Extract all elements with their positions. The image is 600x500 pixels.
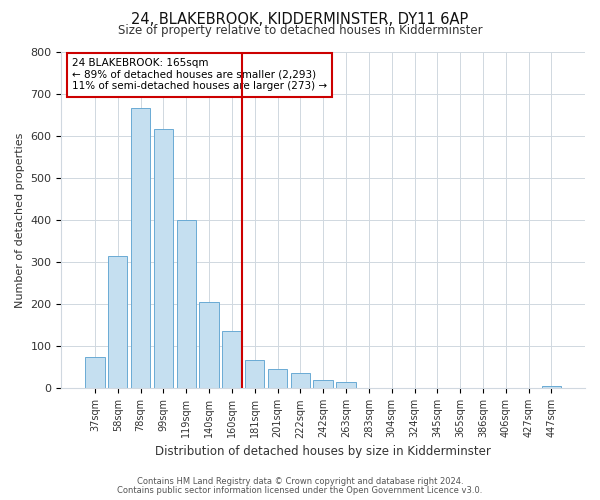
Text: 24, BLAKEBROOK, KIDDERMINSTER, DY11 6AP: 24, BLAKEBROOK, KIDDERMINSTER, DY11 6AP: [131, 12, 469, 26]
Text: Contains public sector information licensed under the Open Government Licence v3: Contains public sector information licen…: [118, 486, 482, 495]
Bar: [85, 357, 104, 388]
Bar: [245, 360, 265, 388]
Text: Contains HM Land Registry data © Crown copyright and database right 2024.: Contains HM Land Registry data © Crown c…: [137, 477, 463, 486]
Y-axis label: Number of detached properties: Number of detached properties: [15, 132, 25, 308]
Text: 24 BLAKEBROOK: 165sqm
← 89% of detached houses are smaller (2,293)
11% of semi-d: 24 BLAKEBROOK: 165sqm ← 89% of detached …: [72, 58, 327, 92]
Bar: [222, 332, 242, 388]
X-axis label: Distribution of detached houses by size in Kidderminster: Distribution of detached houses by size …: [155, 444, 491, 458]
Text: Size of property relative to detached houses in Kidderminster: Size of property relative to detached ho…: [118, 24, 482, 37]
Bar: [154, 130, 173, 388]
Bar: [176, 220, 196, 388]
Bar: [108, 256, 127, 388]
Bar: [313, 380, 333, 388]
Bar: [290, 373, 310, 388]
Bar: [131, 108, 150, 388]
Bar: [542, 386, 561, 388]
Bar: [268, 368, 287, 388]
Bar: [337, 382, 356, 388]
Bar: [199, 302, 219, 388]
